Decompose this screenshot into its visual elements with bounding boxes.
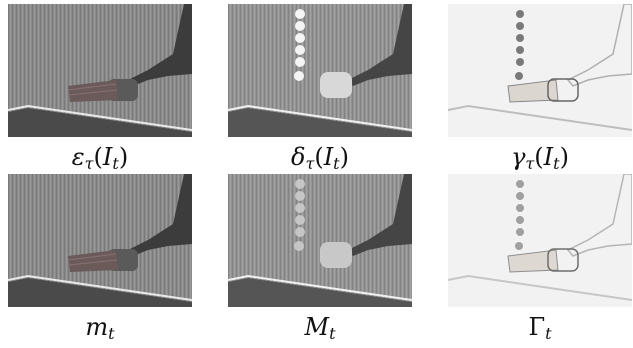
gamma-image	[448, 174, 632, 307]
erosion-caption: ετ(It)	[71, 143, 129, 173]
erosion-image	[8, 4, 192, 137]
gamma-image-caption: Γt	[528, 313, 552, 343]
dilation-caption: δτ(It)	[291, 143, 349, 173]
min-image-caption: mt	[85, 313, 115, 343]
max-image-caption: Mt	[304, 313, 336, 343]
min-image	[8, 174, 192, 307]
gradient-image	[448, 4, 632, 137]
dilation-image	[228, 4, 412, 137]
gradient-caption: γτ(It)	[511, 143, 569, 173]
max-image	[228, 174, 412, 307]
